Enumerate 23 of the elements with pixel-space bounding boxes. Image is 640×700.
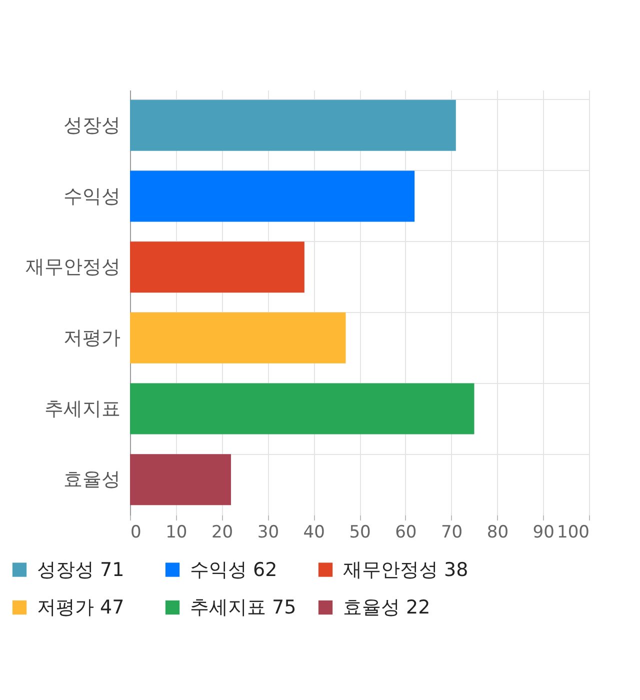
legend-label: 효율성 22 <box>343 596 430 618</box>
y-tick-label: 성장성 <box>64 114 120 136</box>
x-tick-label: 50 <box>349 522 371 542</box>
x-tick-label: 0 <box>130 522 142 542</box>
legend-label: 추세지표 75 <box>190 596 296 618</box>
legend-label: 재무안정성 38 <box>343 558 468 581</box>
legend-label: 저평가 47 <box>37 596 124 618</box>
x-tick-label: 10 <box>166 522 188 542</box>
y-tick-label: 저평가 <box>64 326 120 349</box>
x-tick-label: 60 <box>395 522 417 542</box>
x-tick-label: 100 <box>557 522 590 542</box>
legend-label: 수익성 62 <box>190 558 278 581</box>
x-tick-label: 30 <box>257 522 280 542</box>
x-tick-label: 90 <box>532 522 554 542</box>
y-tick-label: 수익성 <box>64 185 120 208</box>
y-tick-label: 추세지표 <box>44 398 120 420</box>
x-tick-label: 70 <box>440 522 463 542</box>
x-tick-label: 20 <box>211 522 234 542</box>
y-tick-label: 효율성 <box>64 468 120 491</box>
y-tick-label: 재무안정성 <box>26 256 120 278</box>
x-tick-label: 80 <box>486 522 509 542</box>
x-tick-label: 40 <box>303 522 325 542</box>
legend-label: 성장성 71 <box>37 558 124 581</box>
